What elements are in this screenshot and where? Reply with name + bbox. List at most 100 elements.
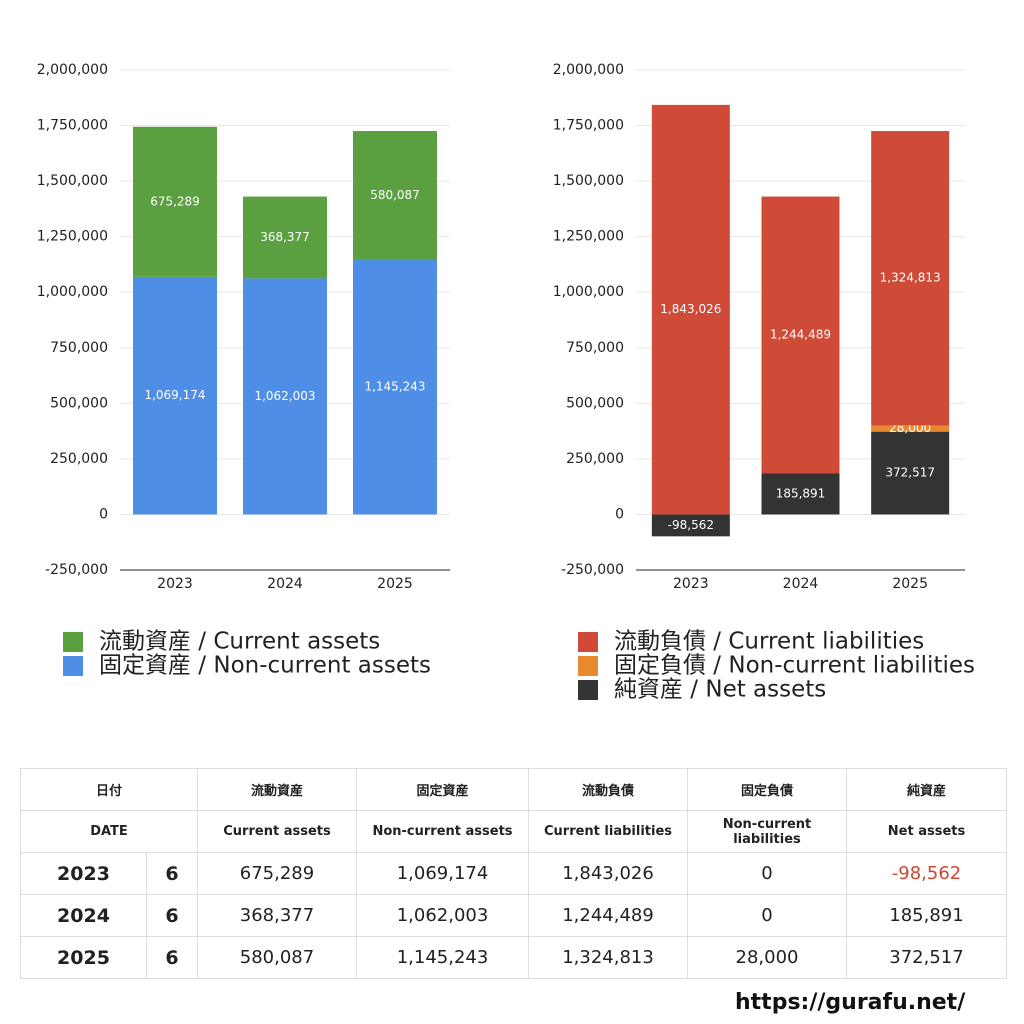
value-label: 675,289 bbox=[150, 194, 200, 208]
table-cell: 2023 bbox=[20, 852, 147, 895]
charts: -250,000 0 250,000 500,000 750,000 1,000,000 1… bbox=[37, 62, 975, 703]
table-cell: Net assets bbox=[846, 810, 1007, 853]
value-label: 185,891 bbox=[776, 486, 826, 500]
data-row: 2025 6 580,087 1,145,243 1,324,813 28,000 372,… bbox=[20, 936, 1007, 979]
legend-label: 流動資産 / Current assets bbox=[99, 629, 380, 655]
y-tick-label: 1,000,000 bbox=[37, 284, 108, 300]
table-cell: 1,244,489 bbox=[528, 894, 688, 937]
bar-segment bbox=[243, 196, 327, 279]
table-cell: 固定資産 bbox=[356, 768, 529, 811]
value-label: 1,145,243 bbox=[364, 380, 425, 394]
y-tick-label: -250,000 bbox=[45, 562, 108, 578]
value-label: 1,324,813 bbox=[880, 271, 941, 285]
table-cell: Non-current assets bbox=[356, 810, 529, 853]
bar-segment bbox=[651, 104, 730, 515]
y-tick-label: 750,000 bbox=[566, 340, 624, 356]
table-cell: 0 bbox=[687, 894, 847, 937]
legend-label: 固定資産 / Non-current assets bbox=[99, 653, 431, 679]
legend-label: 純資産 / Net assets bbox=[614, 677, 826, 703]
y-tick-label: 250,000 bbox=[50, 451, 108, 467]
y-tick-label: 1,500,000 bbox=[553, 173, 624, 189]
y-tick-label: -250,000 bbox=[561, 562, 624, 578]
table-cell: 2025 bbox=[20, 936, 147, 979]
table-cell: 1,843,026 bbox=[528, 852, 688, 895]
value-label: 1,062,003 bbox=[254, 389, 315, 403]
value-label: 372,517 bbox=[885, 466, 935, 480]
data-row: 2024 6 368,377 1,062,003 1,244,489 0 185,891 bbox=[20, 894, 1007, 937]
table-cell: 28,000 bbox=[687, 936, 847, 979]
table-cell: Non-current liabilities bbox=[687, 810, 847, 853]
bar-segment bbox=[871, 425, 950, 432]
bar-segment bbox=[133, 276, 217, 515]
data-row: 2023 6 675,289 1,069,174 1,843,026 0 -98,562 bbox=[20, 852, 1007, 895]
legend-swatch bbox=[578, 656, 598, 676]
table-cell: 6 bbox=[146, 894, 198, 937]
x-tick-label: 2023 bbox=[157, 576, 193, 592]
legend-swatch bbox=[63, 632, 83, 652]
table-cell: Current liabilities bbox=[528, 810, 688, 853]
x-tick-label: 2024 bbox=[783, 576, 819, 592]
table-cell: 1,062,003 bbox=[356, 894, 529, 937]
table-cell: 6 bbox=[146, 936, 198, 979]
table-cell: 2024 bbox=[20, 894, 147, 937]
y-tick-label: 1,750,000 bbox=[553, 118, 624, 134]
value-label: 1,069,174 bbox=[144, 388, 205, 402]
bar-segment bbox=[871, 431, 950, 515]
header-row: DATE Current assets Non-current assets Curr… bbox=[20, 810, 1007, 853]
bar-segment bbox=[353, 131, 437, 260]
table-cell: 372,517 bbox=[846, 936, 1007, 979]
table-cell: 1,069,174 bbox=[356, 852, 529, 895]
bar-segment bbox=[761, 196, 840, 474]
y-tick-label: 1,250,000 bbox=[553, 229, 624, 245]
x-tick-label: 2025 bbox=[377, 576, 413, 592]
value-label: 1,244,489 bbox=[770, 327, 831, 341]
legend-swatch bbox=[578, 632, 598, 652]
x-tick-label: 2025 bbox=[892, 576, 928, 592]
table-cell: DATE bbox=[20, 810, 198, 853]
y-tick-label: 1,500,000 bbox=[37, 173, 108, 189]
x-tick-label: 2023 bbox=[673, 576, 709, 592]
y-tick-label: 0 bbox=[615, 506, 624, 522]
table-cell: 流動資産 bbox=[197, 768, 357, 811]
legend-swatch bbox=[578, 680, 598, 700]
y-tick-label: 2,000,000 bbox=[37, 62, 108, 78]
bar-segment bbox=[353, 259, 437, 515]
table-cell: 固定負債 bbox=[687, 768, 847, 811]
table-cell: 368,377 bbox=[197, 894, 357, 937]
y-tick-label: 500,000 bbox=[566, 395, 624, 411]
table-cell: 純資産 bbox=[846, 768, 1007, 811]
x-tick-label: 2024 bbox=[267, 576, 303, 592]
y-tick-label: 1,750,000 bbox=[37, 118, 108, 134]
value-label: 580,087 bbox=[370, 188, 420, 202]
y-tick-label: 1,250,000 bbox=[37, 229, 108, 245]
value-label: 368,377 bbox=[260, 230, 310, 244]
table-cell: 流動負債 bbox=[528, 768, 688, 811]
bar-segment bbox=[133, 126, 217, 277]
y-tick-label: 1,000,000 bbox=[553, 284, 624, 300]
y-tick-label: 250,000 bbox=[566, 451, 624, 467]
header-row: 日付 流動資産 固定資産 流動負債 固定負債 純資産 bbox=[20, 768, 1007, 811]
table-cell: 1,324,813 bbox=[528, 936, 688, 979]
table-cell: 185,891 bbox=[846, 894, 1007, 937]
bar-segment bbox=[243, 278, 327, 515]
table-cell: 675,289 bbox=[197, 852, 357, 895]
legend-label: 固定負債 / Non-current liabilities bbox=[614, 653, 975, 679]
y-tick-label: 750,000 bbox=[50, 340, 108, 356]
legend-label: 流動負債 / Current liabilities bbox=[614, 629, 924, 655]
data-table: 日付 流動資産 固定資産 流動負債 固定負債 純資産 DATE Current assets N… bbox=[20, 768, 1007, 979]
footer-url: https://gurafu.net/ bbox=[735, 990, 966, 1015]
y-tick-label: 0 bbox=[99, 506, 108, 522]
bar-segment bbox=[871, 131, 950, 426]
value-label: 1,843,026 bbox=[660, 302, 721, 316]
table-cell: 0 bbox=[687, 852, 847, 895]
table-cell: Current assets bbox=[197, 810, 357, 853]
table-cell: 580,087 bbox=[197, 936, 357, 979]
bar-segment bbox=[651, 514, 730, 537]
y-tick-label: 500,000 bbox=[50, 395, 108, 411]
bar-segment bbox=[761, 473, 840, 515]
table-cell: -98,562 bbox=[846, 852, 1007, 895]
value-label: -98,562 bbox=[668, 518, 714, 532]
table-cell: 6 bbox=[146, 852, 198, 895]
table-cell: 日付 bbox=[20, 768, 198, 811]
